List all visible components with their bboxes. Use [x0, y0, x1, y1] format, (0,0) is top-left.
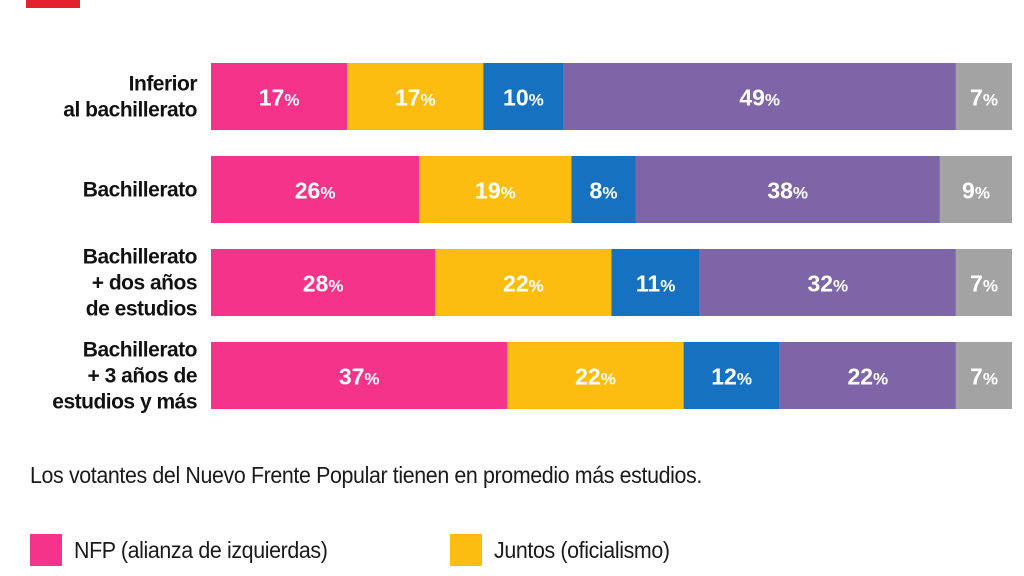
bar-segment-s3 [483, 63, 564, 130]
bar-segment-nfp [211, 63, 348, 130]
data-label: 10% [503, 85, 544, 111]
accent-bar [26, 0, 80, 8]
data-label: 28% [303, 271, 344, 297]
category-label-line: + dos años [92, 272, 197, 295]
legend-label-nfp: NFP (alianza de izquierdas) [74, 536, 328, 563]
category-label: Bachillerato + dos años de estudios [83, 246, 197, 321]
bar-segment-juntos [435, 249, 612, 316]
legend-swatch-nfp [30, 534, 62, 566]
category-label-line: estudios y más [52, 391, 197, 414]
bar-segment-s5 [955, 249, 1012, 316]
category-label: Bachillerato [83, 179, 197, 202]
data-label: 17% [395, 85, 436, 111]
category-label-line: de estudios [86, 298, 197, 321]
bar-segment-s4 [779, 342, 956, 409]
data-label: 26% [295, 178, 336, 204]
bar-segment-s4 [635, 156, 940, 223]
bar-segment-s4 [563, 63, 956, 130]
data-label: 32% [807, 271, 848, 297]
category-label-line: Bachillerato [83, 339, 197, 362]
category-label-line: Bachillerato [83, 179, 197, 202]
category-label: Bachillerato + 3 años de estudios y más [52, 339, 197, 414]
bar-segment-juntos [419, 156, 572, 223]
bar-segment-nfp [211, 156, 420, 223]
data-label: 17% [259, 85, 300, 111]
data-label: 38% [767, 178, 808, 204]
bar-segment-nfp [211, 342, 508, 409]
bar-segment-s5 [955, 63, 1012, 130]
category-label-line: + 3 años de [88, 365, 197, 388]
chart-caption: Los votantes del Nuevo Frente Popular ti… [30, 462, 702, 488]
data-label: 7% [970, 271, 998, 297]
bar-segment-nfp [211, 249, 436, 316]
legend-swatch-juntos [450, 534, 482, 566]
data-label: 7% [970, 85, 998, 111]
data-label: 11% [636, 271, 675, 297]
data-label: 12% [711, 364, 752, 390]
data-label: 37% [339, 364, 380, 390]
bar-segment-juntos [347, 63, 484, 130]
category-label-line: al bachillerato [63, 99, 197, 122]
data-label: 9% [962, 178, 990, 204]
legend-label-juntos: Juntos (oficialismo) [494, 536, 670, 563]
data-label: 22% [575, 364, 616, 390]
data-label: 49% [739, 85, 780, 111]
stacked-bar-chart: Inferior al bachillerato 17% 17% 10% 49% 7% Bac… [52, 63, 1012, 414]
bar-segment-s3 [571, 156, 636, 223]
category-label-line: Inferior [129, 73, 198, 96]
data-label: 7% [970, 364, 998, 390]
data-label: 8% [590, 178, 618, 204]
legend-item-juntos: Juntos (oficialismo) [450, 534, 683, 566]
bar-segment-s5 [939, 156, 1012, 223]
bar-segment-s3 [683, 342, 780, 409]
data-label: 22% [847, 364, 888, 390]
data-label: 19% [475, 178, 516, 204]
category-label: Inferior al bachillerato [63, 73, 197, 122]
bar-segment-s3 [611, 249, 700, 316]
data-label: 22% [503, 271, 544, 297]
category-label-line: Bachillerato [83, 246, 197, 269]
bar-segment-juntos [507, 342, 684, 409]
bar-segment-s4 [699, 249, 956, 316]
bar-segment-s5 [955, 342, 1012, 409]
legend-item-nfp: NFP (alianza de izquierdas) [30, 534, 347, 566]
